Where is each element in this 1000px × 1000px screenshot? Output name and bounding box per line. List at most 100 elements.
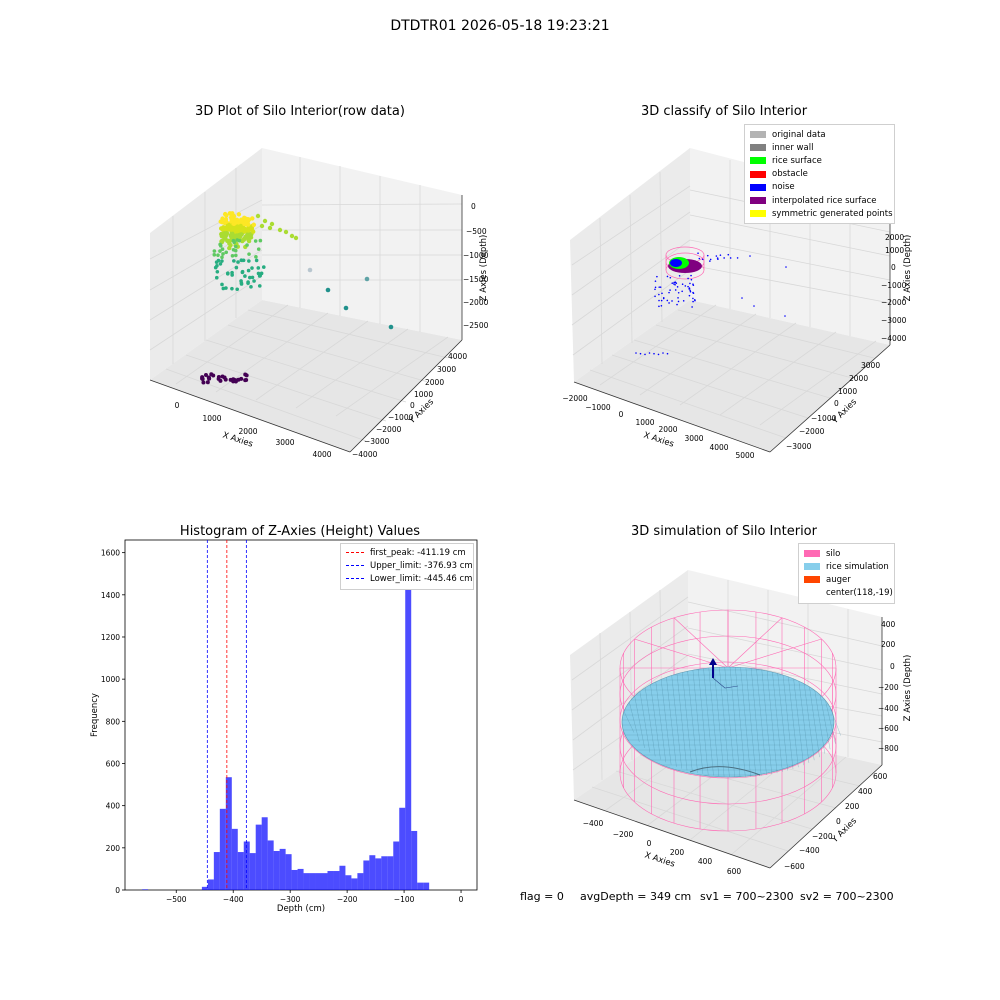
panel3-title: Histogram of Z-Axies (Height) Values [179,524,421,539]
p4-ytick: −400 [799,846,820,855]
noise-point [674,281,677,284]
noise-point [657,353,660,356]
noise-point [674,289,677,291]
p3-plot-frame [124,539,478,891]
scatter-point [221,252,225,256]
noise-point [677,297,679,299]
noise-point [692,300,694,303]
scatter-point [215,269,220,274]
scatter-point [207,376,212,381]
noise-point [681,283,684,286]
scatter-point [212,253,217,257]
p4-xtick: 0 [647,839,652,848]
legend-label: obstacle [772,169,808,180]
scatter-point [228,233,233,238]
p4-rice-surface [621,666,841,778]
legend-swatch [750,183,766,191]
p3-xlabel: Depth (cm) [277,904,325,914]
p2-ztick: 1000 [885,246,904,255]
silo-spoke [727,638,822,669]
p2-xtick: −2000 [562,394,588,403]
noise-point [661,292,663,295]
legend-label: rice simulation [826,561,889,572]
legend-swatch [804,550,820,558]
scatter-point [224,250,229,255]
histogram-bar [315,873,322,890]
legend-label: silo [826,548,841,559]
scatter-point [226,222,232,228]
noise-point [736,257,739,259]
legend-line [346,578,364,580]
scatter-point [223,217,229,222]
p2-xtick: 5000 [735,451,754,460]
p1-ytick: −1000 [388,413,414,422]
legend-item: Upper_limit: -376.93 cm [346,559,473,572]
noise-point [716,257,719,259]
scatter-point [216,376,221,381]
histogram-bar [393,841,400,890]
y-tick-label: 1200 [101,633,120,642]
legend-item: center(118,-19) [804,587,893,600]
scatter-point [250,266,254,270]
scatter-point [218,249,222,253]
noise-point [639,352,642,355]
noise-point [690,278,693,281]
scatter-point [233,379,238,384]
scatter-point [245,243,249,247]
scatter-point [246,238,252,244]
legend-label: noise [772,182,795,193]
noise-point [719,254,722,256]
scatter-point [214,260,219,264]
noise-point [688,288,691,290]
scatter-point [224,213,229,218]
legend-item: interpolated rice surface [750,194,889,207]
p1-ztick: −1500 [463,275,489,284]
histogram-bar [231,828,238,890]
histogram-bar [201,886,208,890]
scatter-point [247,275,252,280]
scatter-point [258,238,263,243]
scatter-point [247,259,251,263]
scatter-point [250,275,255,280]
histogram-bar [142,889,149,890]
noise-point [654,280,657,282]
p2-ytick: 0 [834,399,839,408]
noise-point [729,257,732,259]
p1-ytick: 1000 [414,390,433,399]
scatter-point [218,262,223,266]
scatter-point [200,376,205,381]
legend-item: symmetric generated points [750,207,893,220]
y-tick-label: 1400 [101,591,120,600]
histogram-bar [417,882,424,890]
scatter-point [240,269,245,274]
histogram-bar [297,868,304,890]
footer-sv1: sv1 = 700~2300 [700,890,794,903]
scatter-point [220,226,226,231]
scatter-point [233,234,238,239]
scatter-point [236,260,240,264]
p4-xtick: 400 [698,857,713,866]
histogram-bar [249,853,256,890]
p1-ytick: −4000 [352,450,378,459]
scatter-point [259,271,264,276]
noise-point [666,352,669,355]
y-tick-label: 600 [106,759,121,768]
legend-swatch [804,563,820,571]
scatter-point [256,266,261,270]
p1-xtick: 3000 [275,438,294,447]
noise-point [671,282,674,284]
histogram-bar [363,860,370,890]
scatter-point [219,239,224,244]
scatter-point [230,273,234,277]
y-tick-label: 400 [106,802,121,811]
scatter-point [241,258,246,263]
y-tick-label: 200 [106,844,121,853]
panel4-title: 3D simulation of Silo Interior [631,524,817,539]
noise-point [660,299,663,302]
scatter-point [203,372,208,377]
scatter-point [257,284,262,288]
p2-zlabel: Z Axies (Depth) [903,235,913,302]
scatter-point [254,258,259,263]
histogram-bar [381,856,388,890]
p1-ztick: 0 [471,202,476,211]
